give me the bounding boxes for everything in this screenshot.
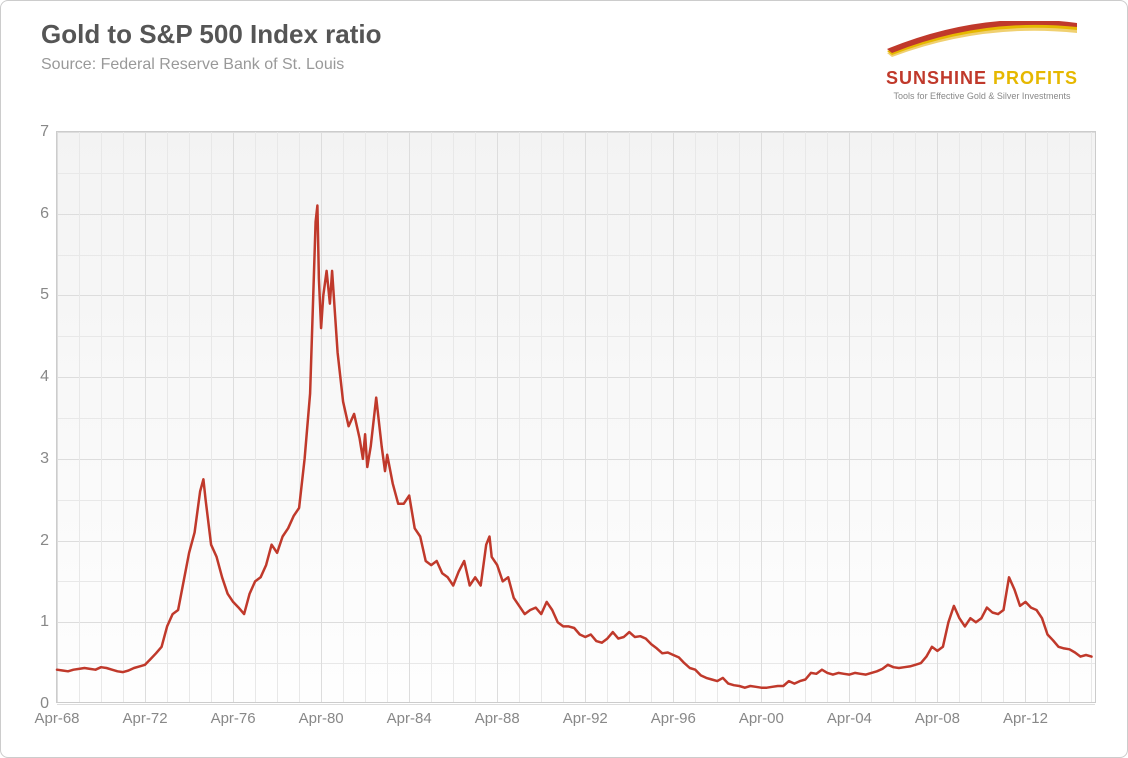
ytick-label: 5	[40, 286, 49, 304]
ytick-label: 6	[40, 205, 49, 223]
ytick-label: 1	[40, 613, 49, 631]
logo-text: SUNSHINE PROFITS	[867, 68, 1097, 89]
ytick-label: 7	[40, 123, 49, 141]
ytick-label: 4	[40, 368, 49, 386]
chart-container: Gold to S&P 500 Index ratio Source: Fede…	[0, 0, 1128, 758]
xtick-label: Apr-80	[299, 710, 344, 727]
logo-swoosh-icon	[882, 21, 1082, 61]
logo-tagline: Tools for Effective Gold & Silver Invest…	[867, 91, 1097, 101]
xtick-label: Apr-00	[739, 710, 784, 727]
chart-line-series	[57, 132, 1097, 704]
xtick-label: Apr-04	[827, 710, 872, 727]
ytick-label: 3	[40, 450, 49, 468]
xtick-label: Apr-08	[915, 710, 960, 727]
xtick-label: Apr-76	[211, 710, 256, 727]
xtick-label: Apr-88	[475, 710, 520, 727]
xtick-label: Apr-96	[651, 710, 696, 727]
xtick-label: Apr-68	[34, 710, 79, 727]
brand-logo: SUNSHINE PROFITS Tools for Effective Gol…	[867, 21, 1097, 101]
gridline-h	[57, 704, 1095, 705]
ytick-label: 2	[40, 532, 49, 550]
xtick-label: Apr-84	[387, 710, 432, 727]
xtick-label: Apr-92	[563, 710, 608, 727]
plot-area: 01234567Apr-68Apr-72Apr-76Apr-80Apr-84Ap…	[56, 131, 1096, 703]
xtick-label: Apr-72	[123, 710, 168, 727]
logo-brand-2: PROFITS	[993, 68, 1078, 88]
logo-brand-1: SUNSHINE	[886, 68, 987, 88]
xtick-label: Apr-12	[1003, 710, 1048, 727]
